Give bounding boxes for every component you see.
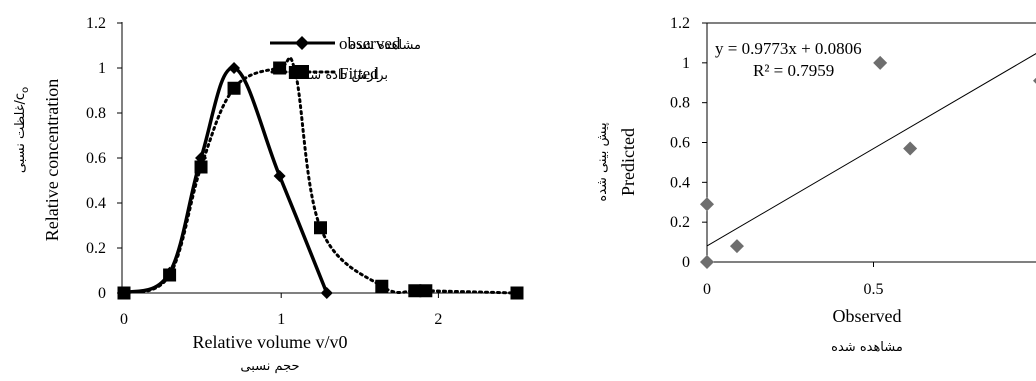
left-legend: observed مشاهده شده Fitted برازش داده شد… <box>270 34 421 83</box>
fitted-line <box>122 56 519 295</box>
scatter-point <box>729 239 744 254</box>
right-x-tick-labels: 0 0.5 <box>703 281 884 298</box>
left-y-tick-label: 0 <box>98 285 106 302</box>
left-y-axis-title-fa-text: غلظت نسبی/co <box>13 87 31 173</box>
right-y-tick-label: 0.6 <box>670 135 690 152</box>
fitted-point <box>419 284 433 298</box>
right-x-axis: 0 0.5 <box>703 261 1036 298</box>
left-x-axis: 0 1 2 <box>120 292 520 328</box>
fitted-point <box>510 286 524 300</box>
scatter-point <box>700 197 714 212</box>
right-x-tick-label: 0.5 <box>864 281 884 298</box>
legend-item-observed: observed مشاهده شده <box>270 34 421 53</box>
left-y-axis-title: Relative concentration <box>42 79 62 241</box>
left-chart: 0 0.2 0.4 0.6 0.8 1 1.2 0 1 2 Relative volume v/… <box>13 15 524 374</box>
legend-diamond-marker <box>295 36 309 50</box>
fitted-point <box>227 81 241 95</box>
left-x-tick-labels: 0 1 2 <box>120 311 442 328</box>
fitted-point <box>375 279 389 293</box>
observed-point <box>320 287 333 299</box>
legend-label-fitted: Fitted <box>339 64 379 83</box>
observed-point <box>273 170 286 182</box>
left-y-tick-label: 0.8 <box>86 105 106 122</box>
left-y-axis-title-fa-group: غلظت نسبی/co <box>13 87 31 173</box>
right-x-tick-label: 0 <box>703 281 711 298</box>
legend-label-observed: observed <box>339 34 401 53</box>
left-x-tick-label: 0 <box>120 311 128 328</box>
right-y-tick-label: 0.4 <box>670 174 690 191</box>
left-x-tick-label: 1 <box>277 311 285 328</box>
right-y-tick-marks <box>702 22 707 263</box>
observed-point <box>228 62 241 74</box>
right-y-axis-title-fa: پیش بینی شده <box>595 122 610 202</box>
left-y-axis-title-sub: o <box>20 87 31 93</box>
left-y-axis: 0 0.2 0.4 0.6 0.8 1 1.2 <box>86 15 123 302</box>
scatter-point <box>873 55 888 70</box>
r-squared-label: R² = 0.7959 <box>753 61 834 80</box>
right-y-tick-label: 0 <box>682 254 690 271</box>
trendline <box>706 53 1036 247</box>
scatter-point <box>700 255 714 269</box>
left-y-tick-label: 1.2 <box>86 15 106 32</box>
trendline-equation: y = 0.9773x + 0.0806 <box>715 39 862 58</box>
observed-point <box>118 287 130 299</box>
legend-item-fitted: Fitted برازش داده شده <box>270 64 388 83</box>
legend-label-fitted-fa: برازش داده شده <box>297 68 388 83</box>
left-y-axis-title-fa: غلظت نسبی/c <box>13 93 28 173</box>
left-y-tick-label: 0.4 <box>86 195 106 212</box>
trendline-line <box>706 53 1036 247</box>
left-x-axis-title: Relative volume v/v0 <box>193 332 348 352</box>
right-chart: 00.20.40.60.811.2 0 0.5 y = 0.9773x + 0.0… <box>595 15 1036 355</box>
legend-square-marker <box>295 65 309 79</box>
scatter-point <box>1033 77 1036 84</box>
left-y-tick-labels: 0 0.2 0.4 0.6 0.8 1 1.2 <box>86 15 106 302</box>
left-x-axis-title-fa: حجم نسبی <box>240 359 299 374</box>
right-x-axis-title: Observed <box>833 306 902 326</box>
right-y-tick-label: 0.8 <box>670 95 690 112</box>
scatter-points <box>700 55 1036 269</box>
right-x-axis-title-fa: مشاهده شده <box>831 340 903 355</box>
observed-point <box>195 152 208 164</box>
left-x-tick-label: 2 <box>434 311 442 328</box>
right-y-tick-label: 0.2 <box>670 214 690 231</box>
right-y-axis: 0 0.2 0.4 0.6 0.8 1 1.2 <box>670 15 708 271</box>
right-y-tick-labels: 0 0.2 0.4 0.6 0.8 1 1.2 <box>670 15 690 271</box>
right-y-tick-label: 1 <box>682 55 690 72</box>
right-y-tick-label: 1.2 <box>670 15 690 32</box>
fitted-point <box>408 284 422 298</box>
right-y-axis-title: Predicted <box>618 128 638 196</box>
left-y-tick-label: 0.2 <box>86 240 106 257</box>
left-y-tick-marks <box>117 22 122 294</box>
left-y-tick-label: 0.6 <box>86 150 106 167</box>
series-observed <box>118 62 333 299</box>
observed-point <box>163 266 176 279</box>
fitted-point <box>314 221 327 235</box>
right-x-tick-marks <box>706 262 874 267</box>
left-x-tick-marks <box>123 293 439 298</box>
series-fitted <box>117 56 524 300</box>
scatter-point <box>903 141 918 156</box>
legend-label-observed-fa: مشاهده شده <box>349 38 421 53</box>
left-y-tick-label: 1 <box>98 60 106 77</box>
